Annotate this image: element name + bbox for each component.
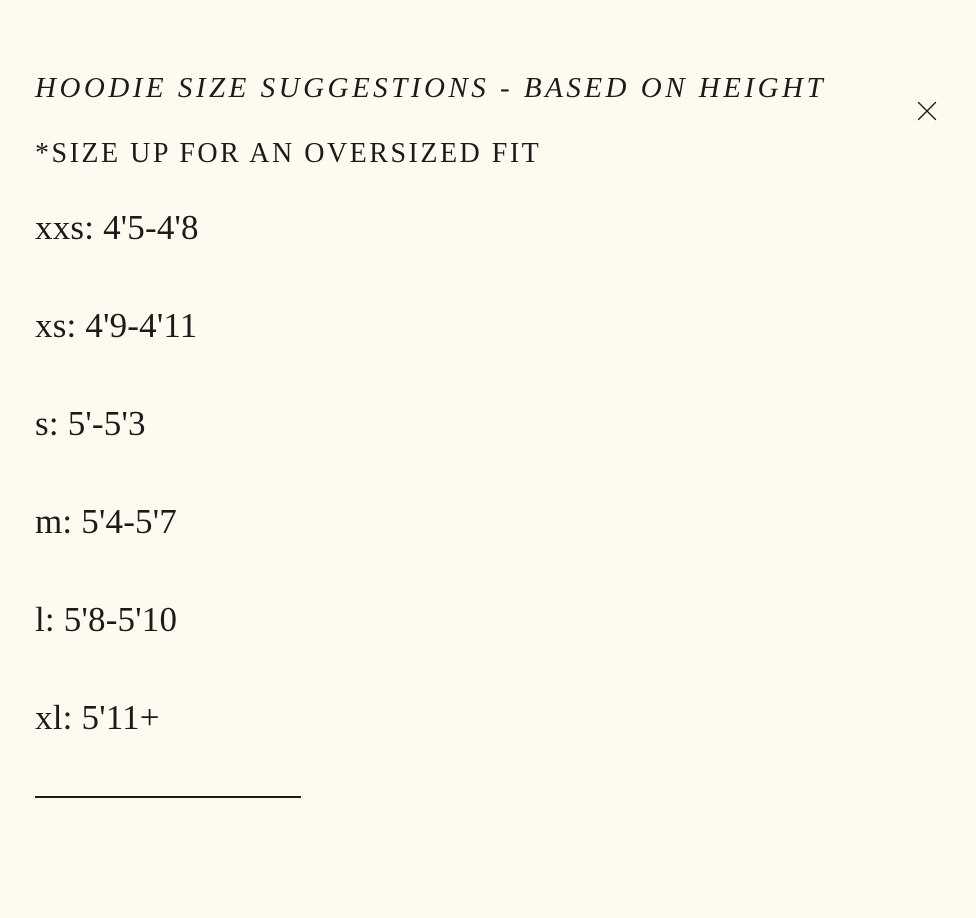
close-icon	[917, 101, 937, 121]
close-button[interactable]	[914, 98, 940, 124]
size-list: xxs: 4'5-4'8 xs: 4'9-4'11 s: 5'-5'3 m: 5…	[35, 208, 941, 738]
bottom-divider	[35, 796, 301, 798]
size-row-xl: xl: 5'11+	[35, 698, 160, 737]
modal-title: HOODIE SIZE SUGGESTIONS - BASED ON HEIGH…	[35, 72, 827, 104]
modal-subtitle: *SIZE UP FOR AN OVERSIZED FIT	[35, 138, 542, 169]
size-guide-modal: HOODIE SIZE SUGGESTIONS - BASED ON HEIGH…	[0, 72, 976, 918]
size-row-m: m: 5'4-5'7	[35, 502, 177, 541]
size-row-xs: xs: 4'9-4'11	[35, 306, 198, 345]
size-row-l: l: 5'8-5'10	[35, 600, 178, 639]
size-row-xxs: xxs: 4'5-4'8	[35, 208, 199, 247]
size-row-s: s: 5'-5'3	[35, 404, 146, 443]
